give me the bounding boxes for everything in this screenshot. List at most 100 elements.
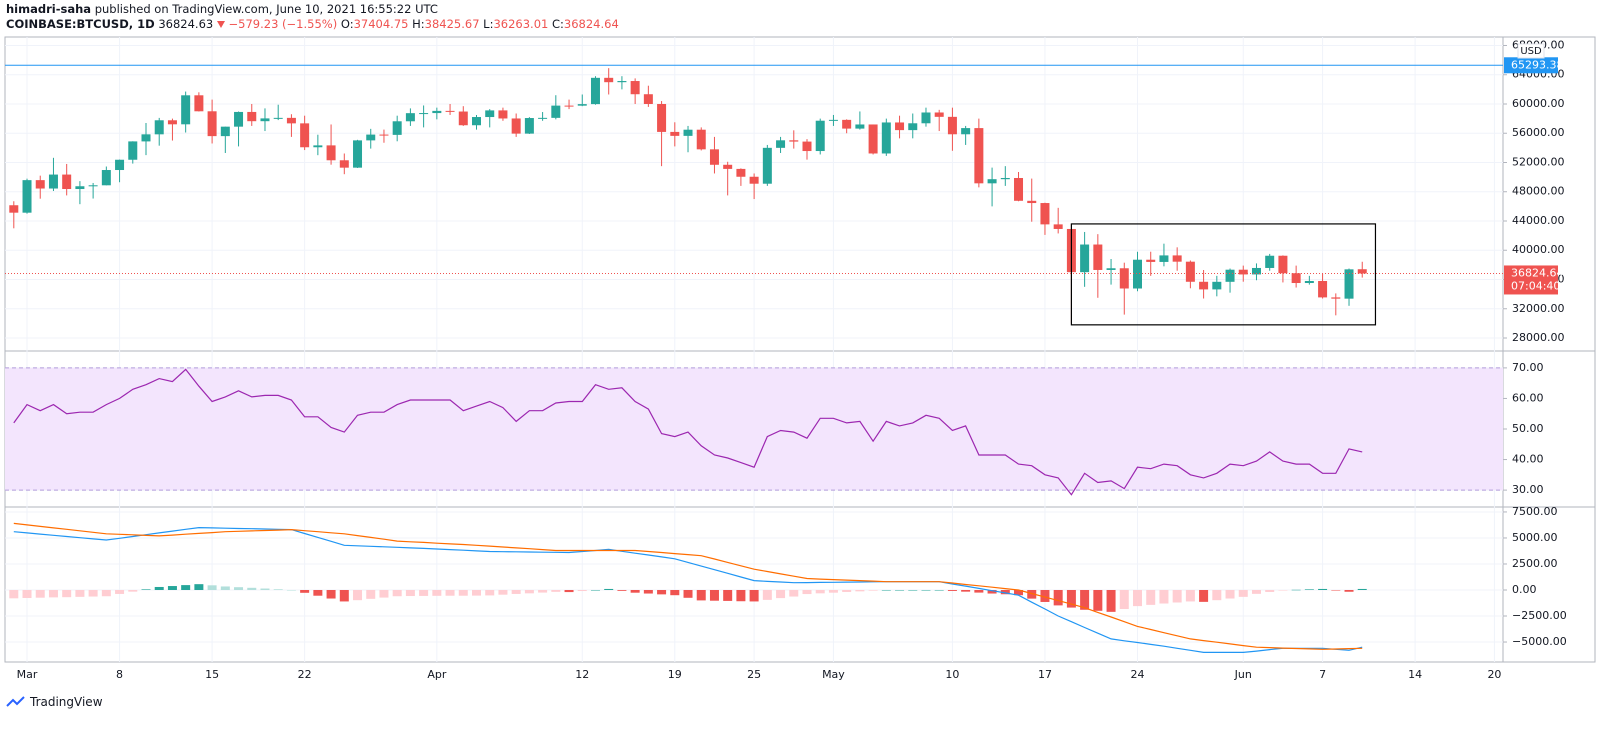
- histogram-bar: [657, 589, 667, 595]
- candle-body: [392, 121, 402, 135]
- y-tick-label: 2500.00: [1512, 557, 1558, 570]
- candle-body: [207, 111, 217, 137]
- ohlc-label: O:: [340, 17, 354, 31]
- histogram-bar: [379, 589, 389, 598]
- histogram-bar: [498, 589, 508, 595]
- x-tick-label: Mar: [17, 668, 38, 681]
- histogram-bar: [961, 589, 971, 592]
- histogram-bar: [643, 589, 653, 594]
- header-line: COINBASE:BTCUSD, 1D 36824.63 −579.23 (−1…: [6, 17, 619, 32]
- candle-body: [511, 118, 521, 134]
- published: published on TradingView.com, June 10, 2…: [94, 2, 438, 16]
- candle-body: [657, 103, 667, 132]
- change: −579.23 (−1.55%): [228, 17, 338, 31]
- histogram-bar: [630, 589, 640, 593]
- symbol: COINBASE:BTCUSD, 1D: [6, 17, 155, 31]
- x-tick-label: Jun: [1234, 668, 1252, 681]
- candle-body: [1119, 268, 1129, 289]
- last-price: 36824.63: [158, 17, 214, 31]
- x-tick-label: 20: [1487, 668, 1501, 681]
- candle-body: [9, 205, 19, 213]
- histogram-bar: [1014, 589, 1024, 596]
- x-tick-label: 8: [116, 668, 123, 681]
- histogram-bar: [815, 589, 825, 594]
- histogram-bar: [247, 587, 257, 590]
- ohlc-value: 36263.01: [493, 17, 549, 31]
- histogram-bar: [207, 585, 217, 590]
- candle-body: [577, 104, 587, 106]
- ohlc-value: 38425.67: [424, 17, 480, 31]
- histogram-bar: [947, 589, 957, 591]
- band: [5, 367, 1503, 491]
- histogram-bar: [974, 589, 984, 593]
- logo: [6, 696, 25, 707]
- y-tick-label: 70.00: [1512, 361, 1544, 374]
- candle-body: [709, 149, 719, 165]
- candle-body: [643, 94, 653, 104]
- histogram-bar: [1357, 588, 1367, 590]
- histogram-bar: [273, 589, 283, 590]
- candle-body: [167, 120, 177, 125]
- candle-body: [498, 110, 508, 119]
- candle-body: [842, 119, 852, 129]
- candle-body: [35, 180, 45, 189]
- histogram-bar: [366, 589, 376, 599]
- candle-body: [776, 140, 786, 148]
- candle-body: [802, 141, 812, 152]
- histogram-bar: [1106, 589, 1116, 612]
- histogram-bar: [339, 589, 349, 602]
- histogram-bar: [326, 589, 336, 599]
- candle-body: [62, 174, 72, 190]
- histogram-bar: [842, 589, 852, 592]
- candle-body: [551, 105, 561, 118]
- histogram-bar: [313, 589, 323, 596]
- header: himadri-saha published on TradingView.co…: [6, 2, 619, 32]
- histogram-bar: [35, 589, 45, 598]
- candle-body: [815, 120, 825, 152]
- x-tick-label: 14: [1408, 668, 1422, 681]
- ohlc-value: 37404.75: [353, 17, 409, 31]
- y-tick-label: 5000.00: [1512, 531, 1558, 544]
- histogram-bar: [432, 589, 442, 596]
- y-tick-label: 60.00: [1512, 391, 1544, 404]
- histogram-bar: [1133, 589, 1142, 607]
- price-badge: [1504, 57, 1558, 74]
- y-tick-label: 44000.00: [1512, 214, 1565, 227]
- chart: Mar 8 15 22 Apr 12 19 25 May 10 17 24 Jun 7 14 20 28000.…: [4, 36, 1596, 681]
- candle-body: [1027, 200, 1037, 204]
- histogram-bar: [1093, 589, 1103, 611]
- histogram-bar: [776, 589, 786, 599]
- histogram-bar: [260, 588, 270, 590]
- candle-body: [789, 140, 799, 142]
- candle-body: [458, 111, 468, 126]
- histogram-bar: [1278, 589, 1288, 591]
- last-price-label: 36824.64: [1511, 266, 1564, 279]
- candle-body: [881, 122, 891, 154]
- histogram-bar: [62, 589, 72, 598]
- histogram-bar: [392, 589, 402, 597]
- histogram-bar: [921, 589, 931, 591]
- candle-body: [868, 124, 878, 154]
- histogram-bar: [1000, 589, 1010, 595]
- histogram-bar: [895, 589, 905, 591]
- candle-body: [908, 123, 918, 131]
- frame: [4, 36, 1596, 663]
- histogram-bar: [604, 588, 614, 590]
- histogram-bar: [670, 589, 680, 596]
- histogram-bar: [128, 589, 138, 592]
- candle-body: [1053, 224, 1063, 229]
- candle-body: [590, 77, 600, 105]
- candle-body: [154, 120, 164, 135]
- x-tick-label: 15: [205, 668, 219, 681]
- histogram-bar: [88, 589, 98, 597]
- histogram-bar: [762, 589, 772, 600]
- histogram-bar: [472, 589, 481, 596]
- ohlc-label: C:: [552, 17, 564, 31]
- candle-body: [1146, 259, 1156, 262]
- histogram-bar: [1304, 589, 1314, 590]
- histogram-bar: [709, 589, 719, 601]
- candle-body: [538, 117, 548, 119]
- candle-body: [181, 95, 191, 125]
- histogram-bar: [22, 589, 32, 599]
- candle-body: [1331, 297, 1341, 299]
